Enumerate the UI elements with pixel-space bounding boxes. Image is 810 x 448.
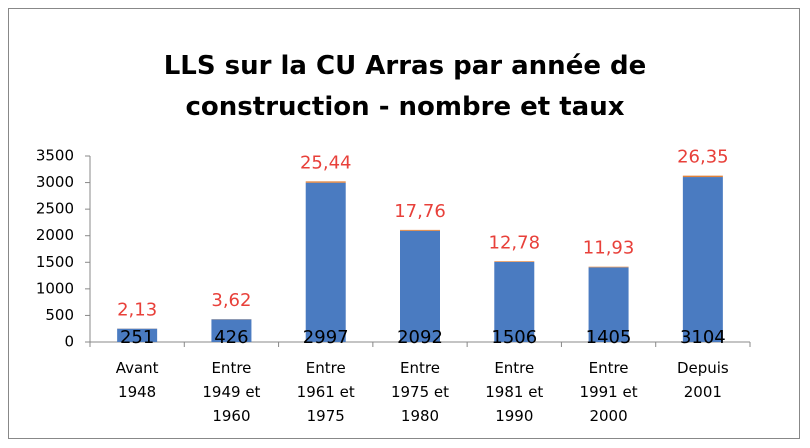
value-label: 3104 [680, 327, 726, 348]
chart-border [8, 8, 800, 439]
bar-segment [682, 175, 723, 178]
bar-segment [494, 261, 535, 342]
value-label: 2092 [397, 327, 443, 348]
bar-segment [305, 181, 346, 183]
value-label: 251 [120, 327, 154, 348]
x-tick-label: Avant 1948 [115, 359, 159, 401]
y-tick-label: 500 [45, 306, 74, 324]
value-label: 1405 [586, 327, 632, 348]
x-tick-label: Entre 1961 et 1975 [296, 359, 355, 425]
y-tick-label: 3500 [36, 147, 74, 165]
value-label: 11,93 [583, 238, 635, 259]
bar-segment [494, 261, 535, 262]
bar-segment [588, 266, 629, 268]
value-label: 3,62 [211, 290, 251, 311]
x-tick-label: Depuis 2001 [676, 359, 729, 401]
bar-segment [117, 328, 158, 342]
chart-title: LLS sur la CU Arras par année de constru… [163, 51, 647, 122]
x-tick-label: Entre 1949 et 1960 [202, 359, 261, 425]
y-tick-label: 1000 [36, 279, 74, 297]
bar-segment [682, 177, 723, 342]
bar-segment [400, 229, 440, 231]
value-label: 1506 [491, 327, 537, 348]
x-tick-label: Entre 1991 et 2000 [579, 359, 638, 425]
bar-segment [400, 230, 440, 342]
value-label: 26,35 [677, 147, 729, 168]
x-tick-label: Entre 1981 et 1990 [485, 359, 544, 425]
value-label: 12,78 [489, 232, 541, 253]
value-label: 17,76 [394, 201, 446, 222]
y-tick-label: 1500 [36, 253, 74, 271]
bar-segment [305, 182, 346, 342]
bar-segment [211, 319, 252, 342]
y-tick-label: 0 [64, 333, 74, 351]
bar-segment [588, 267, 629, 342]
y-tick-label: 2500 [36, 200, 74, 218]
x-tick-label: Entre 1975 et 1980 [390, 359, 450, 425]
value-label: 25,44 [300, 152, 352, 173]
y-tick-label: 3000 [36, 173, 74, 191]
value-label: 2997 [303, 327, 349, 348]
value-label: 2,13 [117, 300, 157, 321]
y-tick-label: 2000 [36, 226, 74, 244]
value-label: 426 [214, 327, 248, 348]
